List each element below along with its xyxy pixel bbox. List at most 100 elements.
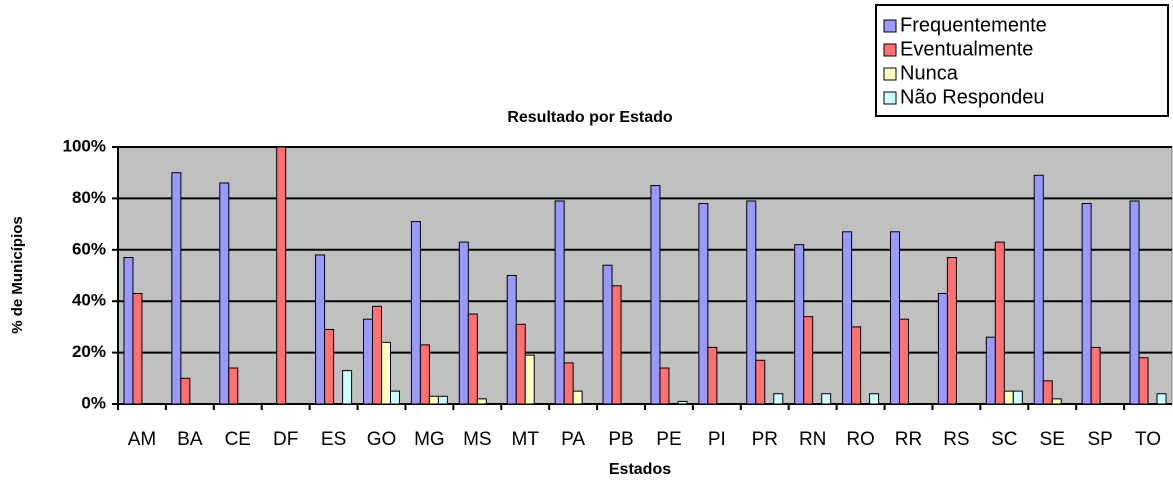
bar [946,257,957,405]
bar [1129,200,1140,405]
bar [890,231,900,405]
bar [821,393,832,405]
y-tick-label: 100% [63,136,106,155]
x-tick-label: BA [177,429,203,450]
bar [572,390,583,405]
bar [476,398,487,405]
bar [363,318,373,405]
bar [381,341,391,405]
x-tick-label: GO [367,429,397,450]
x-tick-label: TO [1135,429,1161,450]
y-tick-label: 60% [72,239,106,258]
bar [755,359,766,405]
x-tick-label: MG [414,429,445,450]
legend-box [875,4,1169,117]
x-tick-label: CE [225,429,251,450]
legend-swatch [883,67,897,81]
bar [554,200,565,405]
x-tick-label: PR [752,429,778,450]
legend-swatch [883,91,897,105]
x-tick-label: PE [656,429,681,450]
bar [1033,174,1044,405]
x-tick-label: PB [608,429,633,450]
bar [851,326,862,405]
bar [1138,357,1149,405]
bar [123,257,134,405]
legend-label: Frequentemente [900,14,1047,36]
bar [659,367,670,405]
bar [276,146,287,405]
x-tick-label: SE [1040,429,1065,450]
y-tick-label: 20% [72,342,106,361]
bar [1081,203,1092,405]
bar [1042,380,1053,405]
bar [899,318,909,405]
bar [437,395,448,405]
bar [458,241,469,405]
x-tick-label: ES [321,429,346,450]
bar [419,344,430,405]
bar [132,292,143,405]
y-axis-label: % de Municípios [9,216,26,334]
bar [1003,390,1014,405]
x-tick-label: SP [1087,429,1112,450]
legend-swatch [883,19,897,33]
x-axis-label: Estados [609,461,671,478]
x-tick-label: MS [463,429,492,450]
x-tick-label: PA [561,429,585,450]
x-tick-label: AM [128,429,157,450]
x-tick-label: SC [991,429,1017,450]
y-tick-label: 0% [81,393,106,412]
bar [428,395,439,405]
bar [677,400,688,405]
bar [611,285,622,405]
bar [1051,398,1062,405]
bar [1090,346,1101,405]
bar [171,172,182,405]
bar [994,241,1005,405]
bar [372,305,382,405]
bar [315,254,326,405]
x-tick-label: RS [943,429,969,450]
bar [467,313,478,405]
bar [228,367,239,405]
bar [842,231,853,405]
plot-area [117,146,1173,405]
bar [602,264,613,405]
legend-swatch [883,43,897,57]
legend-label: Eventualmente [900,38,1033,60]
bar [324,328,335,405]
bar [869,393,880,405]
y-tick-label: 40% [72,291,106,310]
bar [707,346,718,405]
bar [985,336,996,405]
x-tick-label: MT [512,429,540,450]
x-tick-label: RO [846,429,875,450]
bar [410,221,421,405]
bar [506,275,517,405]
bar [515,323,526,405]
bar [219,182,230,405]
bar [1156,393,1167,405]
bar [794,244,805,405]
bar [746,200,757,405]
bar [342,370,353,405]
x-tick-label: RR [895,429,922,450]
bar [390,390,400,405]
y-tick-label: 80% [72,188,106,207]
x-tick-label: PI [708,429,726,450]
bar [1012,390,1023,405]
bar [180,377,191,405]
bar [698,203,709,405]
x-tick-label: DF [273,429,298,450]
bar [773,393,784,405]
bar [524,354,535,405]
legend-label: Não Respondeu [900,86,1045,108]
x-tick-label: RN [799,429,826,450]
legend-label: Nunca [900,62,959,84]
bar [650,185,661,405]
bar [563,362,574,405]
chart-title: Resultado por Estado [507,109,673,126]
bar [937,292,948,405]
